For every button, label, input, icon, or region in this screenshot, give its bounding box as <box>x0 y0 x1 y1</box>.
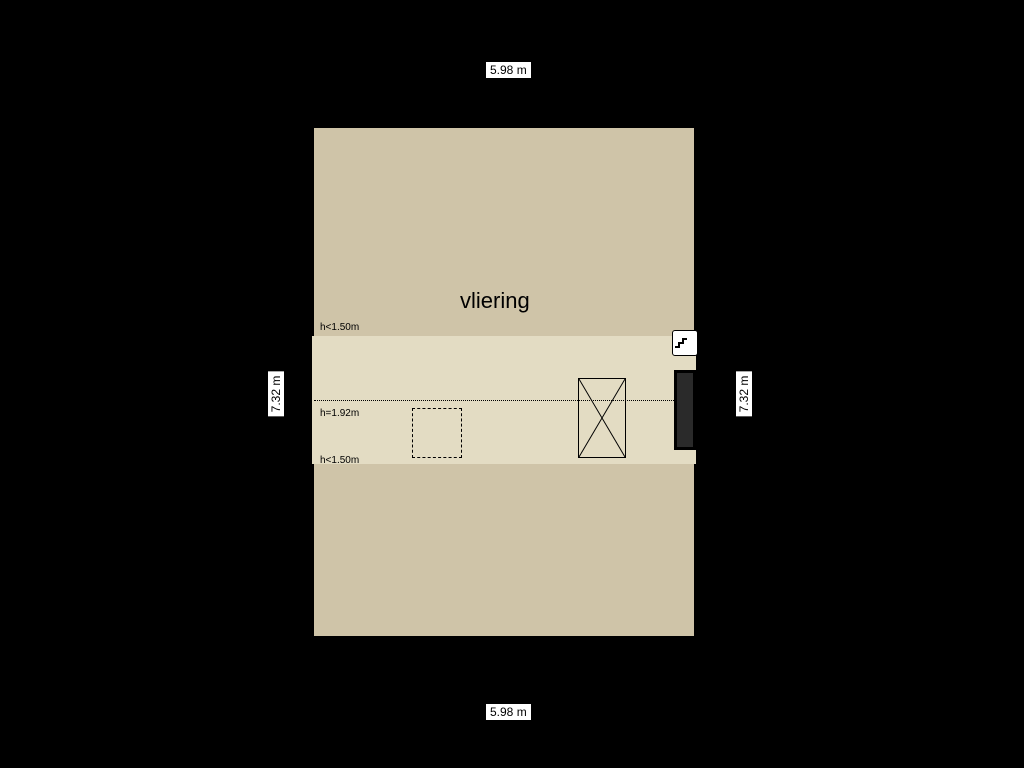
dimension-top: 5.98 m <box>486 62 531 78</box>
hatch-opening <box>412 408 462 458</box>
stairs-icon-box <box>672 330 698 356</box>
wall-feature <box>674 370 696 450</box>
height-note-upper: h<1.50m <box>320 322 359 333</box>
ridge-line <box>314 400 694 401</box>
dimension-bottom: 5.98 m <box>486 704 531 720</box>
cross-lines <box>579 379 625 457</box>
floorplan-canvas: vliering h<1.50m h=1.92m h<1.50m 5.98 m … <box>0 0 1024 768</box>
height-note-center: h=1.92m <box>320 408 359 419</box>
dimension-right: 7.32 m <box>736 372 752 417</box>
room-title: vliering <box>460 288 530 314</box>
stairs-icon <box>673 331 689 351</box>
height-note-lower: h<1.50m <box>320 455 359 466</box>
dimension-left: 7.32 m <box>268 372 284 417</box>
crossed-box <box>578 378 626 458</box>
